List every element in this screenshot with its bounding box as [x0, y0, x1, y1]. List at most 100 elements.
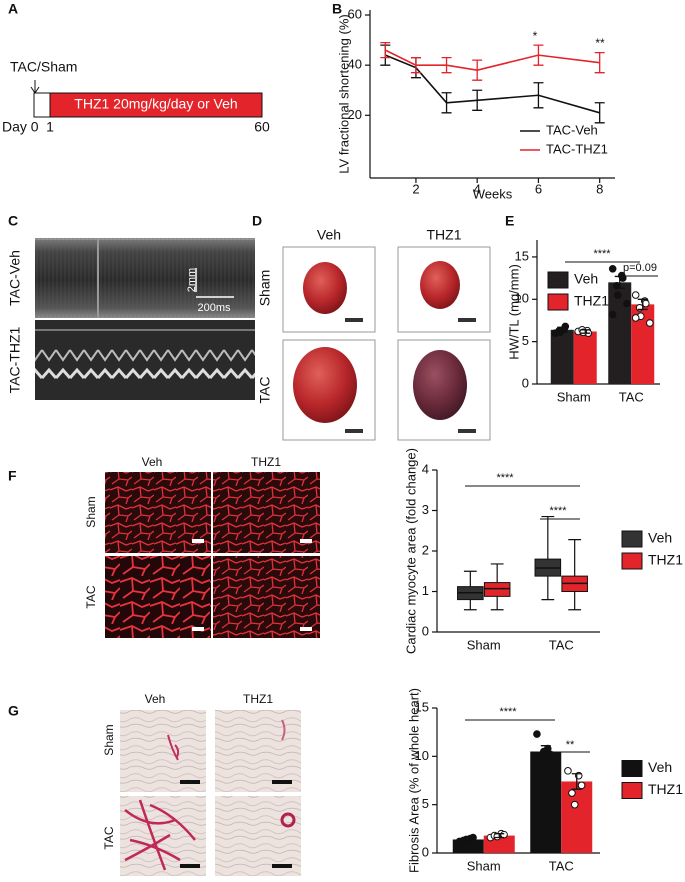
x-tick-label: TAC: [549, 858, 574, 873]
legend-label: Veh: [648, 759, 672, 775]
y-axis-label: Cardiac myocyte area (fold change): [403, 448, 418, 654]
bar: [573, 331, 597, 384]
legend-label: TAC-THZ1: [546, 141, 608, 156]
data-point: [568, 789, 576, 797]
column-label: THZ1: [251, 455, 281, 469]
y-tick-label: 5: [522, 333, 529, 348]
row-label: Sham: [257, 270, 273, 307]
myocyte-images: [105, 472, 320, 638]
box: [483, 582, 511, 597]
y-tick-label: 10: [415, 748, 429, 763]
echo-image: [35, 320, 255, 400]
data-point: [631, 314, 640, 322]
treatment-bar: [49, 92, 263, 118]
legend-swatch: [621, 530, 643, 548]
y-tick-label: 4: [422, 461, 429, 476]
legend-label: Veh: [574, 271, 598, 287]
y-tick-label: 10: [515, 291, 529, 306]
y-tick-label: 1: [422, 583, 429, 598]
significance: p=0.09: [623, 262, 657, 274]
legend-swatch: [547, 271, 569, 289]
data-point: [642, 299, 650, 308]
column-label: Veh: [142, 455, 163, 469]
data-point: [623, 299, 631, 308]
timeline-tick: 1: [46, 119, 54, 135]
error-bar: [637, 298, 648, 311]
significance: **: [566, 739, 575, 751]
significance: ****: [496, 472, 514, 484]
column-label: Veh: [317, 227, 341, 243]
error-bar: [594, 51, 605, 74]
x-tick-label: Sham: [467, 637, 501, 652]
legend-label: THZ1: [648, 552, 683, 568]
data-point: [646, 319, 654, 327]
significance: ****: [549, 505, 567, 517]
legend-label: THZ1: [574, 293, 609, 309]
significance: *: [533, 29, 538, 43]
x-tick-label: 6: [535, 181, 542, 196]
bar: [530, 751, 562, 853]
whisker: [568, 539, 582, 611]
x-tick-label: Sham: [467, 858, 501, 873]
x-axis-label: Weeks: [473, 186, 513, 201]
panel-label: A: [8, 1, 18, 17]
data-point: [608, 265, 617, 273]
error-bar: [494, 833, 505, 839]
legend-swatch: [621, 782, 643, 799]
y-tick-label: 60: [348, 6, 362, 21]
error-bar: [571, 773, 582, 790]
column-label: THZ1: [427, 227, 462, 243]
timeline-tick: Day 0: [2, 119, 39, 135]
x-tick-label: TAC: [549, 637, 574, 652]
x-tick-label: 4: [474, 181, 481, 196]
panel-label: C: [8, 213, 18, 229]
legend-swatch: [621, 552, 643, 570]
legend-label: THZ1: [648, 781, 683, 797]
y-tick-label: 0: [522, 375, 529, 390]
data-point: [613, 291, 622, 299]
x-tick-label: 8: [596, 181, 603, 196]
data-point: [561, 322, 570, 331]
data-point: [564, 767, 572, 775]
y-tick-label: 0: [422, 844, 429, 859]
significance: ****: [499, 706, 517, 718]
scale-label: 200ms: [197, 302, 231, 314]
legend-swatch: [547, 293, 569, 311]
row-label: TAC: [84, 585, 98, 608]
panel-label: E: [505, 213, 514, 229]
treatment-label: THZ1 20mg/kg/day or Veh: [74, 96, 237, 112]
bar: [550, 329, 574, 384]
y-tick-label: 40: [348, 57, 362, 72]
y-axis-label: LV fractional shortening (%): [336, 14, 351, 173]
y-tick-label: 20: [348, 107, 362, 122]
data-point: [631, 291, 640, 299]
error-bar: [557, 326, 568, 333]
error-bar: [463, 837, 474, 842]
heart-photos: [282, 246, 491, 441]
data-point: [608, 310, 617, 319]
y-tick-label: 15: [515, 248, 529, 263]
row-label: TAC-THZ1: [7, 326, 23, 393]
x-tick-label: TAC: [619, 389, 644, 404]
series-line: [384, 49, 600, 71]
y-tick-label: 0: [422, 623, 429, 638]
y-axis-label: Fibrosis Area (% of whole heart): [406, 688, 421, 873]
timeline-start-label: TAC/Sham: [10, 59, 77, 75]
fibrosis-images: [120, 710, 301, 876]
error-bar: [580, 329, 591, 334]
bar: [561, 781, 593, 853]
row-label: TAC: [102, 826, 116, 849]
row-label: Sham: [84, 496, 98, 527]
y-tick-label: 3: [422, 502, 429, 517]
panel-label: D: [252, 213, 262, 229]
column-label: Veh: [145, 692, 166, 706]
y-tick-label: 2: [422, 542, 429, 557]
scale-label: 2mm: [186, 268, 198, 292]
data-point: [533, 730, 541, 738]
significance: **: [595, 36, 605, 50]
row-label: Sham: [102, 724, 116, 755]
column-label: THZ1: [243, 692, 273, 706]
echo-image: [35, 238, 255, 318]
series-line: [385, 54, 600, 114]
